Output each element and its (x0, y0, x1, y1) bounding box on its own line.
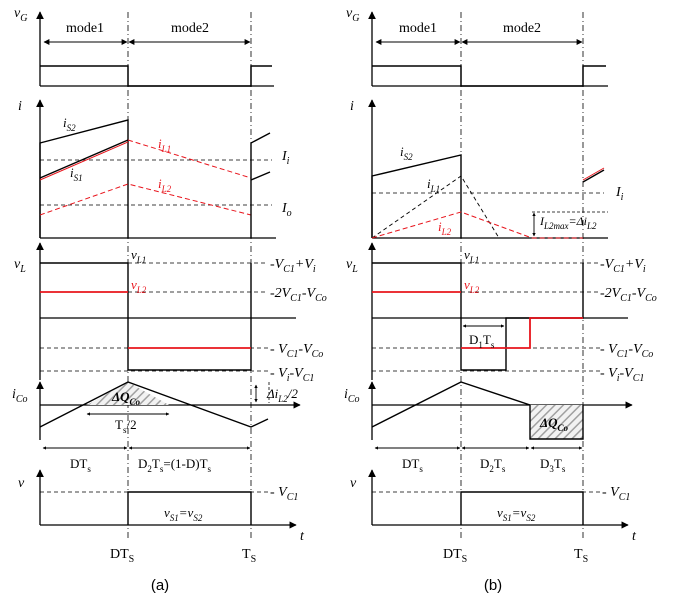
a-vs-label: vS1=vS2 (164, 505, 203, 523)
b-is2-wave (371, 154, 462, 238)
a-is2-label: iS2 (63, 115, 76, 133)
a-is1-wave (39, 139, 129, 179)
b-il1-label: iL1 (427, 176, 440, 194)
a-il1-wave (127, 139, 252, 179)
a-il2-label: iL2 (158, 176, 172, 194)
a-is2-wave (39, 119, 129, 238)
a-xt-label: TS (242, 547, 256, 565)
b-level-2vc1-vco: -2VC1-VCo (600, 286, 657, 304)
a-dts-label: DTs (70, 456, 91, 474)
a-level-vc1-vco: - VC1-VCo (270, 342, 323, 360)
a-mode2-label: mode2 (171, 21, 209, 36)
b-t-label: t (632, 529, 637, 544)
b-mode1-label: mode1 (399, 21, 437, 36)
b-ii-label: Ii (615, 185, 624, 203)
a-ico-wave (39, 381, 269, 428)
b-i-label: i (350, 99, 354, 114)
b-il2-wave (371, 211, 583, 239)
a-vg-label: vG (14, 6, 27, 24)
a-d2ts-label: D2Ts=(1-D)Ts (138, 456, 212, 474)
b-ico-label: iCo (344, 387, 360, 405)
b-xt-label: TS (574, 547, 588, 565)
b-d1ts-label: D1Ts (469, 332, 495, 350)
b-vl2-label: vL2 (464, 277, 480, 295)
a-ii-label: Ii (281, 149, 290, 167)
a-ico-label: iCo (12, 387, 28, 405)
a-vl2-label: vL2 (131, 277, 147, 295)
a-ts2-label: Ts/2 (115, 417, 137, 435)
b-caption: (b) (484, 577, 502, 594)
b-xdt-label: DTS (443, 547, 467, 565)
a-dq-region (87, 382, 169, 405)
a-i-label: i (18, 99, 22, 114)
b-vl2-low (461, 317, 583, 349)
b-d3ts-label: D3Ts (540, 456, 566, 474)
a-il2-wave (39, 183, 252, 216)
a-level-vi-vc1: - Vi-VC1 (270, 366, 314, 384)
b-vl1-wave (372, 262, 584, 371)
b-dq-region (530, 405, 583, 439)
b-vs-label: vS1=vS2 (497, 505, 536, 523)
a-vl1-label: vL1 (131, 247, 146, 265)
a-is1-label: iS1 (70, 165, 83, 183)
b-il1-wave (371, 175, 500, 239)
a-caption: (a) (151, 577, 169, 594)
b-level-vi-vc1: - Vi-VC1 (600, 366, 644, 384)
b-dts-label: DTs (402, 456, 423, 474)
b-vl1-label: vL1 (464, 247, 479, 265)
b-il2-label: iL2 (438, 219, 452, 237)
a-vs-wave (127, 491, 252, 525)
a-level-vc1-vi: -VC1+Vi (270, 257, 316, 275)
a-vg-wave (40, 65, 272, 87)
a-vl-label: vL (14, 257, 26, 275)
a-xdt-label: DTS (110, 547, 134, 565)
panel-b: mode1 mode2 vG i iS2 iL1 iL2 Ii IL2max=Δ… (344, 6, 657, 594)
panel-a: mode1 mode2 vG i iS2 iS1 iL1 iL2 Ii Io v… (12, 6, 327, 594)
a-mode1-label: mode1 (66, 21, 104, 36)
b-mode2-label: mode2 (503, 21, 541, 36)
b-v-label: v (350, 476, 357, 491)
b-is2-label: iS2 (400, 144, 413, 162)
b-vs-wave (460, 491, 584, 525)
a-dil2-label: ΔiL2/2 (266, 386, 298, 404)
b-dq-label: ΔQCo (539, 415, 569, 433)
a-io-label: Io (281, 201, 292, 219)
b-level-vc1-vco: - VC1-VCo (600, 342, 653, 360)
a-dq-label: ΔQCo (111, 389, 141, 407)
a-il1-label: iL1 (158, 136, 171, 154)
a-vl1-wave (40, 262, 252, 371)
b-vg-label: vG (346, 6, 359, 24)
b-vg-wave (372, 65, 606, 87)
b-level-vc1-vi: -VC1+Vi (600, 257, 646, 275)
a-vc1-label: - VC1 (270, 485, 298, 503)
b-il2max-label: IL2max=ΔiL2 (539, 214, 597, 231)
b-d2ts-label: D2Ts (480, 456, 506, 474)
a-level-2vc1-vco: -2VC1-VCo (270, 286, 327, 304)
b-vc1-label: - VC1 (602, 485, 630, 503)
a-t-label: t (300, 529, 305, 544)
b-vl-label: vL (346, 257, 358, 275)
a-v-label: v (18, 476, 25, 491)
b-ico-wave (371, 381, 584, 440)
